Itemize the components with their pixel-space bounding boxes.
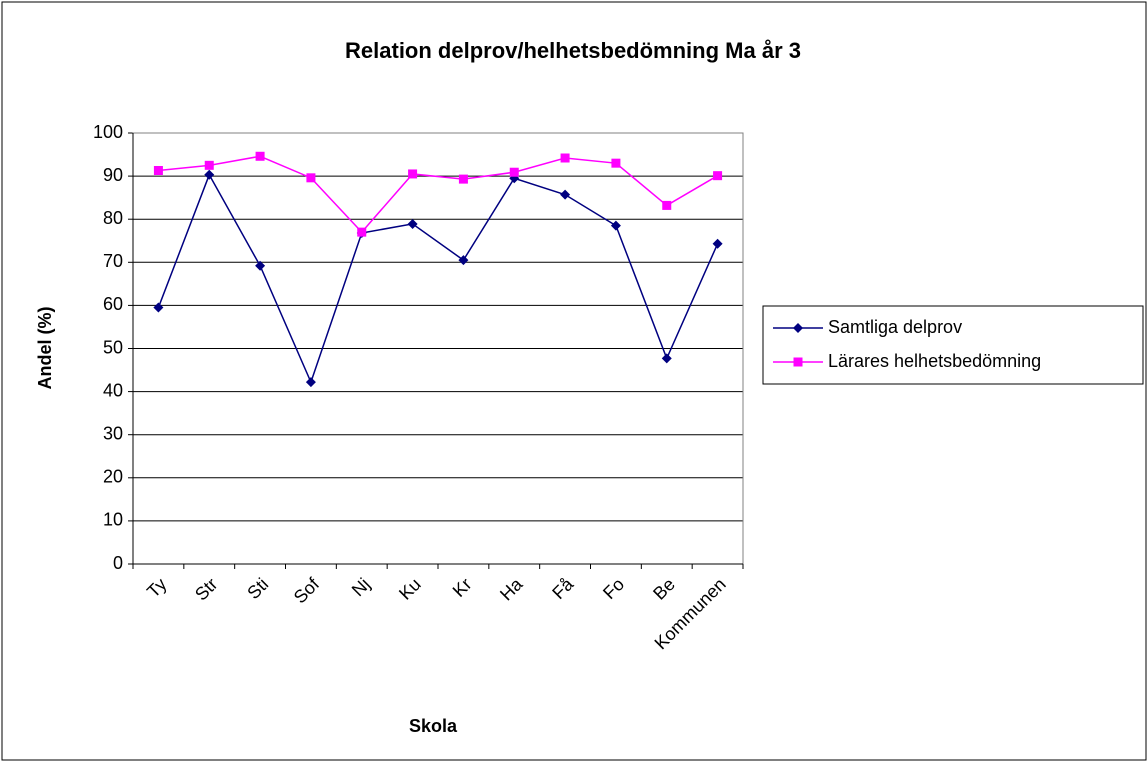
data-point [255, 260, 266, 271]
data-point [560, 153, 570, 163]
data-point [305, 377, 316, 388]
data-point [560, 189, 571, 200]
y-tick-label: 70 [103, 251, 123, 271]
y-axis-label: Andel (%) [35, 306, 55, 389]
legend-box [762, 305, 1144, 385]
data-point [153, 165, 163, 175]
series-line [158, 155, 718, 234]
legend-label: Samtliga delprov [828, 317, 962, 337]
y-tick-label: 20 [103, 467, 123, 487]
data-point [713, 171, 723, 181]
y-tick-label: 40 [103, 380, 123, 400]
data-point [662, 200, 672, 210]
y-tick-label: 80 [103, 208, 123, 228]
legend-marker [793, 323, 803, 333]
series-line [157, 173, 719, 385]
y-tick-label: 60 [103, 294, 123, 314]
y-tick-label: 30 [103, 423, 123, 443]
data-point [407, 218, 418, 229]
y-tick-label: 10 [103, 510, 123, 530]
legend-marker [793, 357, 803, 367]
data-point [610, 220, 621, 231]
data-point [204, 169, 215, 180]
chart-title: Relation delprov/helhetsbedömning Ma år … [345, 38, 801, 63]
data-point [458, 174, 468, 184]
y-tick-label: 90 [103, 165, 123, 185]
data-point [458, 255, 469, 266]
data-point [153, 302, 164, 313]
data-point [509, 167, 519, 177]
data-point [204, 160, 214, 170]
data-point [661, 353, 672, 364]
y-tick-label: 50 [103, 337, 123, 357]
y-tick-label: 0 [113, 553, 123, 573]
data-point [357, 227, 367, 237]
data-point [611, 158, 621, 168]
legend-label: Lärares helhetsbedömning [828, 351, 1041, 371]
data-point [408, 169, 418, 179]
data-point [712, 238, 723, 249]
y-tick-label: 100 [93, 122, 123, 142]
x-axis-label: Skola [409, 716, 458, 736]
data-point [306, 173, 316, 183]
data-point [255, 151, 265, 161]
